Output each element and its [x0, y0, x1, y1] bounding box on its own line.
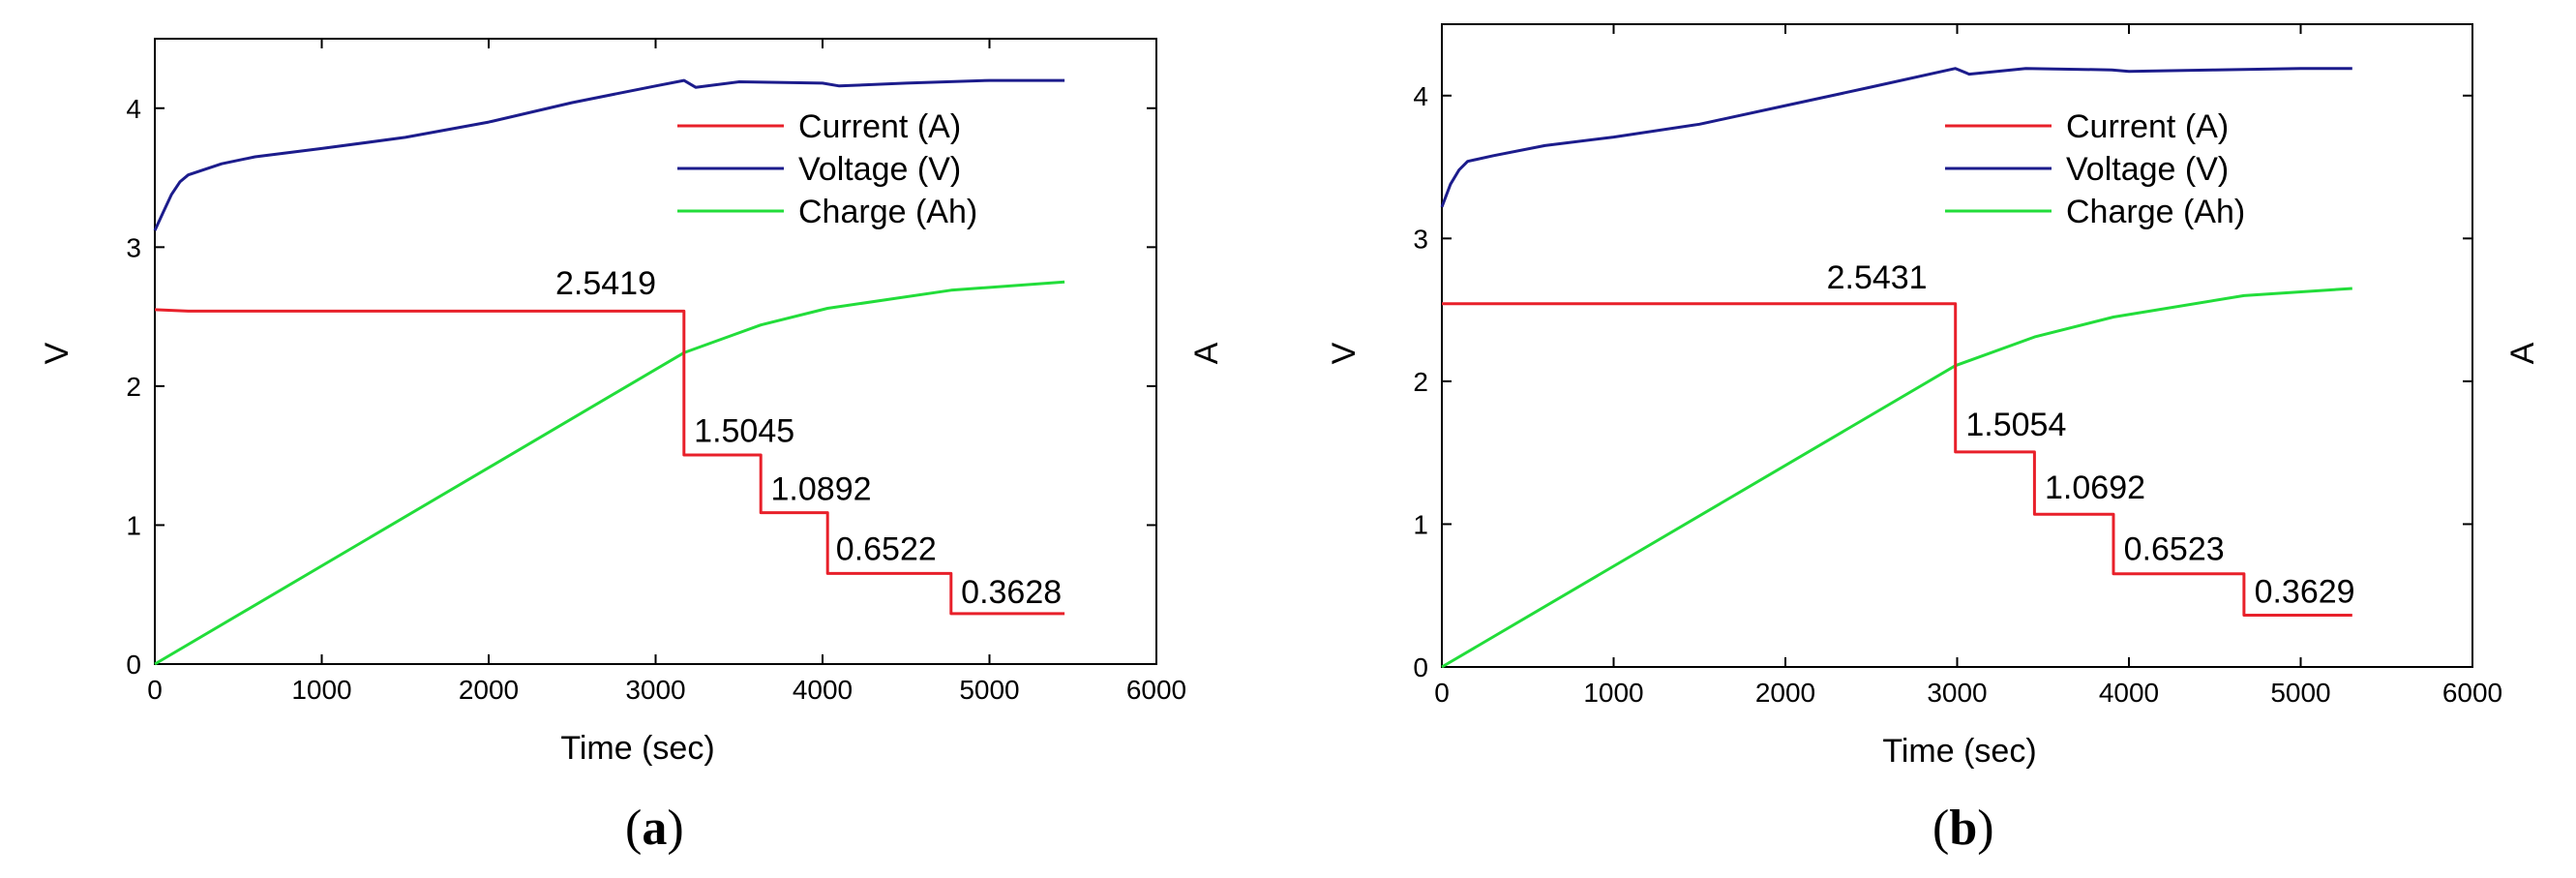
x-tick-label: 1000 — [291, 675, 351, 705]
y-axis-label-right: A — [1188, 342, 1225, 364]
data-label: 1.0692 — [2045, 469, 2145, 506]
x-tick-label: 5000 — [2270, 678, 2330, 708]
data-label: 2.5431 — [1827, 259, 1928, 296]
y-tick-label: 3 — [126, 232, 141, 262]
y-tick-label: 1 — [1413, 509, 1428, 539]
x-tick-label: 5000 — [959, 675, 1019, 705]
series-line-voltage — [1440, 67, 2352, 208]
series-line-charge — [154, 280, 1065, 666]
caption-close-paren: ) — [667, 801, 683, 856]
y-axis-label-right: A — [2504, 342, 2541, 364]
x-tick-label: 3000 — [625, 675, 685, 705]
caption-close-paren: ) — [1977, 801, 1993, 856]
x-tick-label: 4000 — [793, 675, 853, 705]
caption-letter: a — [642, 801, 667, 856]
series-line-current — [1442, 302, 2352, 617]
y-tick-label: 0 — [126, 650, 141, 680]
x-tick-label: 2000 — [459, 675, 519, 705]
x-tick-label: 1000 — [1583, 678, 1643, 708]
chart-panel-0: 0 1000 2000 3000 4000 5000 6000 0 1 2 3 4 Time (sec)… — [39, 38, 1225, 856]
data-label: 0.6523 — [2124, 530, 2225, 567]
series-line-voltage — [153, 78, 1065, 231]
x-tick-label: 4000 — [2099, 678, 2159, 708]
y-tick-label: 0 — [1413, 652, 1428, 682]
x-tick-label: 6000 — [2442, 678, 2502, 708]
series-line-charge — [1441, 287, 2352, 669]
x-tick-label: 3000 — [1927, 678, 1987, 708]
legend-label: Charge (Ah) — [2066, 194, 2245, 230]
plot-frame — [1441, 23, 2473, 668]
caption-letter: b — [1949, 801, 1977, 856]
y-tick-label: 2 — [1413, 367, 1428, 397]
x-tick-label: 0 — [1434, 678, 1450, 708]
caption-open-paren: ( — [1932, 801, 1949, 856]
legend-label: Voltage (V) — [798, 151, 961, 188]
data-label: 1.0892 — [771, 471, 872, 508]
plot-frame — [154, 38, 1157, 665]
data-label: 1.5045 — [694, 412, 794, 449]
y-tick-label: 2 — [126, 372, 141, 402]
caption-open-paren: ( — [625, 801, 642, 856]
y-tick-label: 4 — [1413, 81, 1428, 111]
data-label: 0.3628 — [961, 574, 1062, 611]
x-tick-label: 6000 — [1126, 675, 1186, 705]
data-label: 2.5419 — [555, 265, 656, 302]
x-axis-label: Time (sec) — [1882, 733, 2036, 770]
panel-caption: (b) — [1932, 801, 1994, 856]
data-label: 0.6522 — [836, 530, 937, 567]
y-tick-label: 1 — [126, 510, 141, 540]
chart-panel-1: 0 1000 2000 3000 4000 5000 6000 0 1 2 3 4 Time (sec)… — [1326, 23, 2541, 856]
y-tick-label: 3 — [1413, 224, 1428, 254]
legend-label: Voltage (V) — [2066, 151, 2229, 188]
legend-label: Current (A) — [2066, 108, 2229, 145]
x-tick-label: 2000 — [1755, 678, 1815, 708]
panel-caption: (a) — [625, 801, 684, 856]
series-line-current — [154, 308, 1065, 616]
data-label: 0.3629 — [2255, 574, 2355, 611]
y-axis-label-left: V — [39, 342, 75, 364]
x-axis-label: Time (sec) — [560, 730, 714, 767]
legend-label: Current (A) — [798, 108, 961, 145]
legend-label: Charge (Ah) — [798, 194, 977, 230]
x-tick-label: 0 — [147, 675, 163, 705]
y-axis-label-left: V — [1326, 342, 1363, 364]
data-label: 1.5054 — [1965, 407, 2066, 443]
y-tick-label: 4 — [126, 94, 141, 124]
